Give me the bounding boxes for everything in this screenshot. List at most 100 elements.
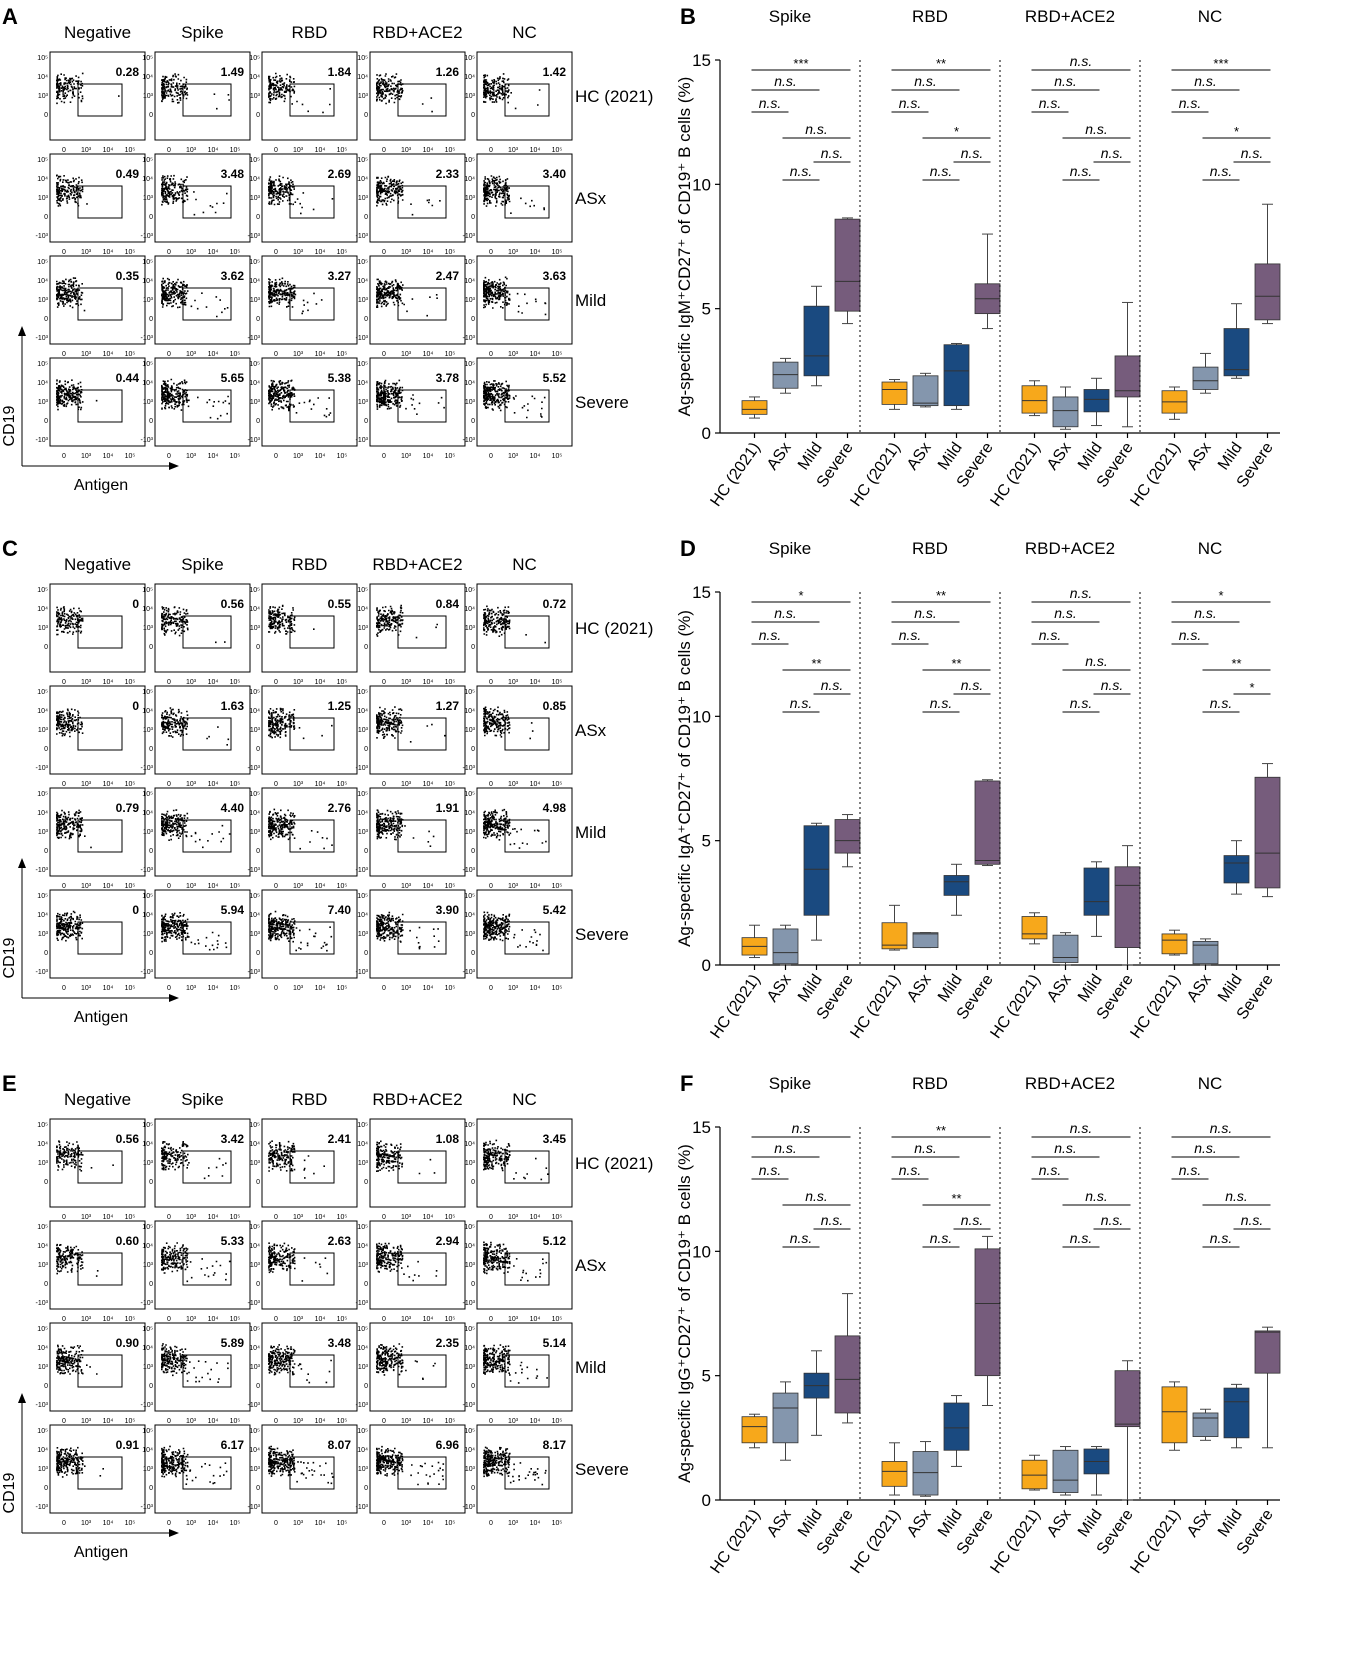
flow-plot: 3.27 0 10³ 10⁴ 10⁵ 10⁵ 10⁴ 10³ 0 -10³ <box>248 255 358 358</box>
flow-y-tick: 10⁵ <box>142 55 153 62</box>
flow-gate <box>504 1354 550 1388</box>
arrow-head <box>169 994 179 1002</box>
flow-plot-frame <box>49 787 146 877</box>
flow-plot: 3.48 0 10³ 10⁴ 10⁵ 10⁵ 10⁴ 10³ 0 -10³ <box>248 1322 358 1425</box>
significance-label: n.s. <box>961 145 984 161</box>
flow-y-tick: 10⁴ <box>37 912 48 919</box>
flow-y-tick: 10⁴ <box>357 1447 368 1454</box>
panel-letter: E <box>2 1071 17 1096</box>
flow-y-tick: 10⁵ <box>357 791 368 798</box>
flow-plot: 1.63 0 10³ 10⁴ 10⁵ 10⁵ 10⁴ 10³ 0 -10³ <box>141 685 251 788</box>
significance-label: n.s. <box>790 1230 813 1246</box>
flow-y-tick: 10⁴ <box>357 912 368 919</box>
flow-y-tick: 0 <box>256 1179 260 1186</box>
flow-y-tick: 10⁵ <box>249 1122 260 1129</box>
group-label: RBD <box>912 7 948 26</box>
flow-y-tick: 10³ <box>465 931 476 938</box>
flow-y-tick: 10⁵ <box>357 361 368 368</box>
flow-x-tick: 10⁴ <box>423 985 434 992</box>
box-ASx: ASx <box>764 357 799 473</box>
flow-y-tick: 10⁴ <box>357 606 368 613</box>
box-HC (2021): HC (2021) <box>848 904 908 1042</box>
significance-label: n.s. <box>899 1162 922 1178</box>
flow-plot-frame <box>261 787 358 877</box>
flow-x-tick: 0 <box>274 1520 278 1527</box>
flow-plot: 1.26 0 10³ 10⁴ 10⁵ 10⁵ 10⁴ 10³ 0 <box>357 51 466 154</box>
flow-y-tick: 0 <box>471 316 475 323</box>
flow-y-tick: 10⁵ <box>357 893 368 900</box>
flow-y-tick: 10⁴ <box>249 810 260 817</box>
flow-y-tick: 10⁵ <box>357 259 368 266</box>
flow-x-tick: 10⁵ <box>230 351 241 358</box>
flow-y-tick: 10⁵ <box>464 893 475 900</box>
gate-percentage: 0.55 <box>328 597 352 611</box>
flow-dots <box>376 1445 445 1486</box>
flow-dots <box>268 175 334 215</box>
significance-label: n.s. <box>790 695 813 711</box>
significance-label: n.s. <box>1194 605 1217 621</box>
flow-x-tick: 0 <box>489 679 493 686</box>
flow-gate <box>182 819 232 853</box>
flow-y-tick: 10⁵ <box>249 157 260 164</box>
flow-x-tick: 10⁵ <box>125 985 136 992</box>
flow-plot: 1.49 0 10³ 10⁴ 10⁵ 10⁵ 10⁴ 10³ 0 <box>142 51 251 154</box>
flow-y-tick: -10³ <box>356 1402 369 1409</box>
flow-y-tick: 0 <box>149 214 153 221</box>
flow-dots <box>56 606 84 636</box>
group-RBD: RBD**n.s.n.s.**n.s.n.s.HC (2021) ASx MildS… <box>848 539 1001 1042</box>
box-Mild: Mild <box>795 822 830 1005</box>
flow-y-tick: 10⁵ <box>37 587 48 594</box>
flow-plot-frame <box>154 357 251 447</box>
flow-x-tick: 10³ <box>186 453 197 460</box>
y-axis-label: Ag-specific IgM⁺CD27⁺ of CD19⁺ B cells (… <box>675 77 694 417</box>
flow-gate <box>289 1150 335 1184</box>
flow-y-tick: 10⁴ <box>142 606 153 613</box>
group-label: RBD <box>912 539 948 558</box>
flow-y-tick: 10⁵ <box>464 361 475 368</box>
x-tick-label: ASx <box>1044 1507 1075 1541</box>
flow-y-tick: 10³ <box>143 1262 154 1269</box>
flow-x-tick: 10⁵ <box>445 1520 456 1527</box>
flow-x-tick: 10⁵ <box>230 249 241 256</box>
box-body <box>974 1248 1001 1377</box>
box-body <box>834 819 861 854</box>
flow-x-tick: 10⁴ <box>423 1214 434 1221</box>
gate-percentage: 2.63 <box>328 1234 352 1248</box>
flow-x-tick: 10⁴ <box>530 453 541 460</box>
flow-y-tick: 10³ <box>465 93 476 100</box>
x-tick-label: ASx <box>1184 972 1215 1006</box>
flow-x-tick: 10⁴ <box>530 1520 541 1527</box>
flow-y-tick: 10⁴ <box>357 1141 368 1148</box>
significance-label: n.s. <box>1070 585 1093 601</box>
x-tick-label: Mild <box>1215 440 1246 474</box>
flow-plot: 8.07 0 10³ 10⁴ 10⁵ 10⁵ 10⁴ 10³ 0 -10³ <box>248 1424 358 1527</box>
flow-x-tick: 0 <box>274 883 278 890</box>
flow-dots <box>483 73 541 110</box>
flow-column-label: RBD+ACE2 <box>372 23 462 42</box>
group-label: NC <box>1198 7 1223 26</box>
flow-y-tick: 10⁵ <box>142 1326 153 1333</box>
flow-gate <box>77 819 123 853</box>
flow-x-tick: 0 <box>382 1214 386 1221</box>
flow-y-tick: 10⁵ <box>142 689 153 696</box>
flow-dots <box>268 72 331 114</box>
flow-gate <box>289 1354 335 1388</box>
flow-y-tick: 0 <box>471 1281 475 1288</box>
significance-label: n.s. <box>1085 121 1108 137</box>
flow-plot: 5.94 0 10³ 10⁴ 10⁵ 10⁵ 10⁴ 10³ 0 -10³ <box>141 889 251 992</box>
flow-x-tick: 10⁴ <box>208 249 219 256</box>
box-body <box>772 1392 799 1444</box>
flow-y-tick: -10³ <box>463 437 476 444</box>
flow-x-tick: 10⁵ <box>445 1316 456 1323</box>
flow-x-tick: 10⁵ <box>230 1214 241 1221</box>
gate-percentage: 0.91 <box>116 1438 140 1452</box>
box-Mild: Mild <box>1075 377 1110 473</box>
flow-dots <box>161 378 230 420</box>
panel-letter: D <box>680 536 696 561</box>
significance-label: n.s. <box>1070 1120 1093 1136</box>
flow-y-tick: 10³ <box>250 1262 261 1269</box>
flow-x-tick: 10³ <box>401 351 412 358</box>
group-Spike: Spike n.s n.s. n.s. n.s. n.s. n.s. HC (2021) ASx… <box>708 1074 861 1577</box>
flow-y-tick: 0 <box>471 746 475 753</box>
flow-y-tick: 10³ <box>143 931 154 938</box>
